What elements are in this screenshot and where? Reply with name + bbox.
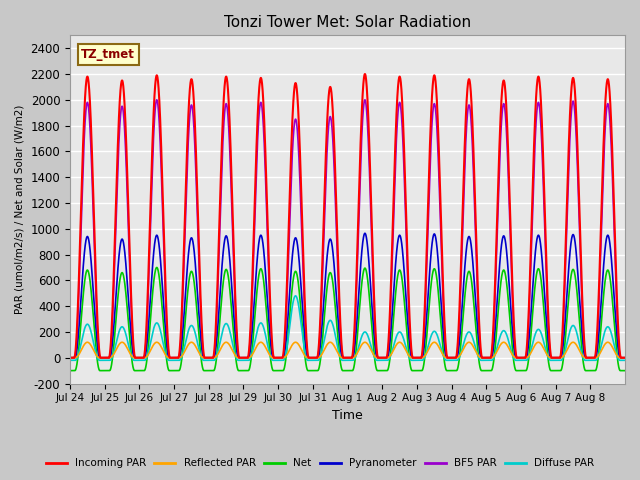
Y-axis label: PAR (umol/m2/s) / Net and Solar (W/m2): PAR (umol/m2/s) / Net and Solar (W/m2) [15, 105, 25, 314]
X-axis label: Time: Time [332, 409, 363, 422]
Title: Tonzi Tower Met: Solar Radiation: Tonzi Tower Met: Solar Radiation [224, 15, 471, 30]
Legend: Incoming PAR, Reflected PAR, Net, Pyranometer, BF5 PAR, Diffuse PAR: Incoming PAR, Reflected PAR, Net, Pyrano… [42, 454, 598, 472]
Text: TZ_tmet: TZ_tmet [81, 48, 135, 61]
